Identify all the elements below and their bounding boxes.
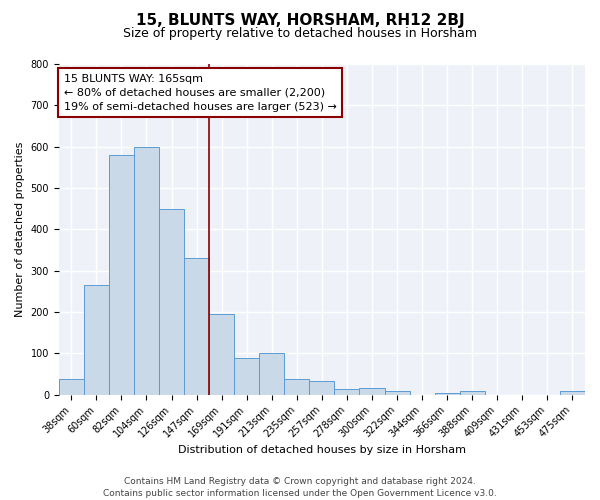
Bar bbox=[84, 285, 109, 395]
Y-axis label: Number of detached properties: Number of detached properties bbox=[15, 142, 25, 317]
Bar bbox=[359, 388, 385, 394]
Bar bbox=[460, 390, 485, 394]
Bar bbox=[59, 380, 84, 394]
Bar bbox=[334, 388, 359, 394]
Text: 15, BLUNTS WAY, HORSHAM, RH12 2BJ: 15, BLUNTS WAY, HORSHAM, RH12 2BJ bbox=[136, 12, 464, 28]
Text: 15 BLUNTS WAY: 165sqm
← 80% of detached houses are smaller (2,200)
19% of semi-d: 15 BLUNTS WAY: 165sqm ← 80% of detached … bbox=[64, 74, 337, 112]
Bar bbox=[560, 392, 585, 394]
Bar bbox=[234, 358, 259, 394]
Bar bbox=[159, 208, 184, 394]
Bar bbox=[134, 146, 159, 394]
X-axis label: Distribution of detached houses by size in Horsham: Distribution of detached houses by size … bbox=[178, 445, 466, 455]
Bar bbox=[310, 382, 334, 394]
Bar bbox=[434, 392, 460, 394]
Bar bbox=[109, 155, 134, 394]
Bar bbox=[259, 354, 284, 395]
Bar bbox=[385, 390, 410, 394]
Text: Size of property relative to detached houses in Horsham: Size of property relative to detached ho… bbox=[123, 28, 477, 40]
Bar bbox=[184, 258, 209, 394]
Text: Contains HM Land Registry data © Crown copyright and database right 2024.
Contai: Contains HM Land Registry data © Crown c… bbox=[103, 476, 497, 498]
Bar bbox=[209, 314, 234, 394]
Bar bbox=[284, 379, 310, 394]
